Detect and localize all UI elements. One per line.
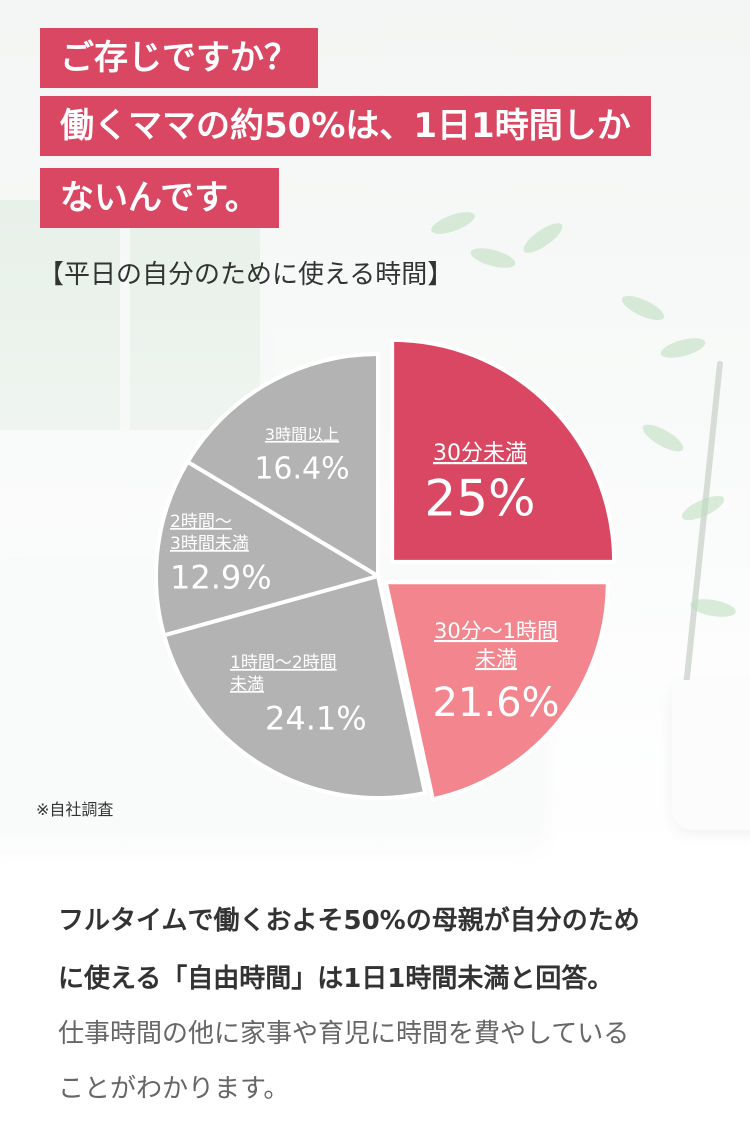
description-line-2: に使える「自由時間」は1日1時間未満と回答。: [58, 964, 614, 994]
pie-slice: [184, 351, 380, 580]
pie-chart: 30分未満25%30分〜1時間未満21.6%1時間〜2時間未満24.1%2時間〜…: [154, 337, 617, 802]
pie-slice: [154, 459, 384, 638]
background-window: [0, 200, 274, 430]
pie-slice-label: 1時間〜2時間: [230, 653, 337, 673]
pie-slice-value: 16.4%: [254, 452, 349, 487]
pie-slice: [161, 573, 428, 800]
pie-slice-label: 未満: [230, 675, 264, 695]
description-line-1: フルタイムで働くおよそ50%の母親が自分のため: [58, 906, 640, 936]
pie-slice-value: 12.9%: [170, 559, 272, 597]
plant-pot: [672, 680, 750, 830]
pie-slice: [390, 337, 617, 564]
pie-slice-label: 30分〜1時間: [434, 619, 558, 643]
pie-slice-label: 未満: [475, 647, 517, 671]
pie-slice-value: 24.1%: [265, 700, 367, 738]
pie-slice-label: 3時間以上: [265, 425, 339, 444]
pie-slice-label: 30分未満: [433, 441, 527, 466]
description-line-3: 仕事時間の他に家事や育児に時間を費やしている: [58, 1019, 630, 1049]
pie-slice: [383, 580, 610, 802]
description-line-4: ことがわかります。: [58, 1074, 290, 1104]
pie-slice-value: 25%: [424, 470, 535, 528]
headline-line-3: ないんです。: [40, 168, 279, 228]
headline-line-1: ご存じですか？: [40, 28, 318, 88]
headline-line-2: 働くママの約50%は、1日1時間しか: [40, 96, 651, 156]
chart-title: 【平日の自分のために使える時間】: [38, 260, 454, 290]
pie-slice-label: 3時間未満: [170, 534, 249, 554]
background-floor: [0, 830, 750, 870]
survey-note: ※自社調査: [36, 800, 114, 819]
pie-slice-value: 21.6%: [432, 680, 559, 726]
pie-slice-label: 2時間〜: [170, 512, 232, 532]
